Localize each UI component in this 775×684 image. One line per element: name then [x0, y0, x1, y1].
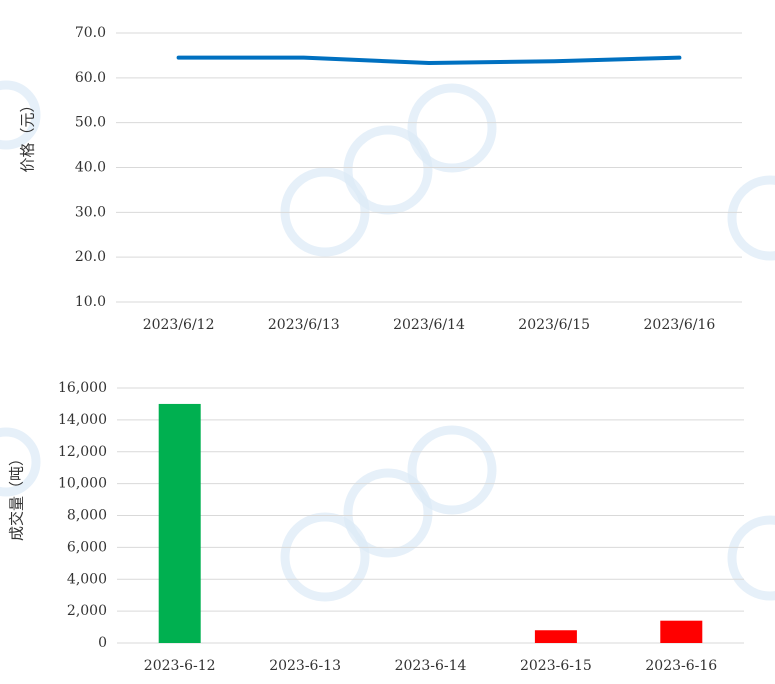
price-gridlines	[116, 32, 742, 303]
x-tick-label: 2023/6/14	[393, 317, 465, 333]
y-tick-label: 20.0	[75, 249, 106, 265]
y-tick-label: 2,000	[67, 603, 107, 619]
price-series-line	[176, 55, 682, 66]
x-tick-label: 2023/6/16	[644, 317, 716, 333]
volume-bars	[158, 403, 703, 643]
y-tick-label: 6,000	[67, 539, 107, 555]
y-tick-label: 30.0	[75, 204, 106, 220]
x-tick-label: 2023-6-12	[144, 658, 216, 674]
y-tick-label: 10,000	[58, 476, 107, 492]
price-y-tick-labels: 70.0 60.0 50.0 40.0 30.0 20.0 10.0	[75, 25, 106, 310]
y-tick-label: 12,000	[58, 444, 107, 460]
x-tick-label: 2023-6-13	[269, 658, 341, 674]
price-x-tick-labels: 2023/6/12 2023/6/13 2023/6/14 2023/6/15 2023…	[143, 317, 716, 333]
y-tick-label: 70.0	[75, 25, 106, 41]
price-series	[176, 55, 682, 66]
volume-gridlines	[117, 387, 744, 644]
volume-y-tick-labels: 16,000 14,000 12,000 10,000 8,000 6,000 4,000 2…	[58, 380, 107, 651]
price-y-axis-title: 价格（元）	[19, 97, 37, 172]
y-tick-label: 4,000	[67, 571, 107, 587]
x-tick-label: 2023/6/13	[268, 317, 340, 333]
y-tick-label: 50.0	[75, 115, 106, 131]
volume-y-axis-title: 成交量（吨）	[8, 451, 26, 541]
volume-bar-chart: 16,000 14,000 12,000 10,000 8,000 6,000 4,000 2…	[8, 380, 744, 674]
volume-x-tick-labels: 2023-6-12 2023-6-13 2023-6-14 2023-6-15 2023…	[144, 658, 718, 674]
y-tick-label: 14,000	[58, 412, 107, 428]
x-tick-label: 2023-6-14	[395, 658, 467, 674]
volume-bar	[158, 403, 201, 643]
y-tick-label: 0	[98, 635, 107, 651]
volume-bar	[660, 620, 703, 643]
volume-bar	[534, 630, 577, 643]
y-tick-label: 10.0	[75, 294, 106, 310]
y-tick-label: 16,000	[58, 380, 107, 396]
x-tick-label: 2023/6/15	[518, 317, 590, 333]
y-tick-label: 40.0	[75, 160, 106, 176]
y-tick-label: 60.0	[75, 70, 106, 86]
watermark	[0, 80, 775, 602]
x-tick-label: 2023-6-16	[645, 658, 717, 674]
y-tick-label: 8,000	[67, 508, 107, 524]
x-tick-label: 2023-6-15	[520, 658, 592, 674]
price-line-chart: 70.060.050.040.030.020.010.0 2023/6/12 20…	[19, 25, 742, 333]
x-tick-label: 2023/6/12	[143, 317, 215, 333]
